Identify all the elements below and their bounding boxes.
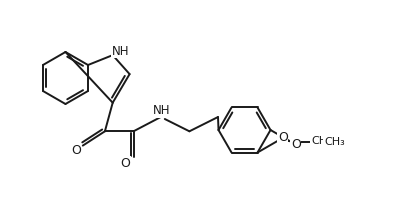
Text: O: O [291, 138, 301, 151]
Text: CH₃: CH₃ [311, 136, 332, 146]
Text: CH₃: CH₃ [324, 137, 345, 147]
Text: O: O [121, 157, 131, 170]
Text: O: O [278, 131, 288, 144]
Text: O: O [71, 144, 81, 157]
Text: NH: NH [153, 105, 171, 118]
Text: NH: NH [112, 45, 129, 58]
